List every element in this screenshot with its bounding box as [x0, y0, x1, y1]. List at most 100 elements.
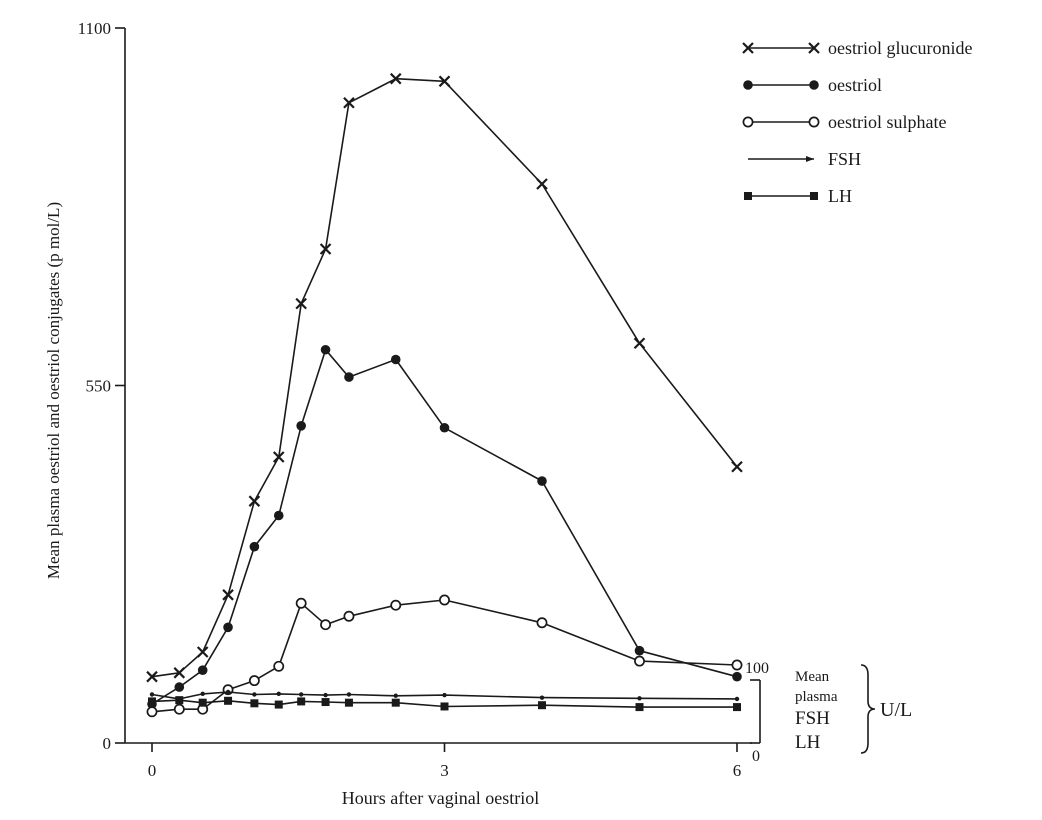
- data-point: [539, 695, 545, 700]
- legend-marker: [742, 116, 754, 128]
- data-point: [296, 421, 306, 431]
- data-point: [343, 610, 355, 622]
- x-tick-label: 6: [733, 761, 742, 780]
- series-line: [151, 348, 738, 705]
- data-point: [224, 696, 233, 705]
- data-point: [272, 451, 285, 463]
- data-point: [225, 689, 231, 695]
- legend-marker: [742, 42, 754, 54]
- data-point: [731, 460, 743, 473]
- data-point: [390, 354, 401, 365]
- secondary-axis-unit: U/L: [880, 699, 912, 721]
- data-point: [634, 655, 645, 667]
- data-point: [295, 597, 307, 609]
- data-point: [197, 665, 208, 675]
- legend-marker: [806, 156, 814, 162]
- data-point: [250, 699, 259, 708]
- data-point: [343, 96, 355, 109]
- data-point: [320, 344, 331, 355]
- data-point: [440, 702, 449, 711]
- data-point: [146, 706, 158, 718]
- x-tick-label: 0: [148, 761, 157, 780]
- data-point: [731, 659, 743, 671]
- legend-marker: [743, 80, 753, 90]
- data-point: [391, 698, 400, 707]
- series-line: [151, 699, 737, 708]
- secondary-axis-label-line: FSH: [795, 708, 830, 729]
- series-line: [151, 77, 738, 678]
- data-point: [276, 691, 281, 697]
- data-point: [536, 617, 548, 629]
- data-point: [389, 72, 402, 85]
- data-point: [438, 75, 451, 88]
- series-oestriol: [147, 344, 742, 709]
- data-point: [173, 667, 186, 679]
- data-point: [393, 693, 398, 698]
- secondary-axis: 100 0 Mean plasma FSH LH U/L: [745, 660, 912, 765]
- legend-marker: [808, 42, 820, 54]
- data-point: [174, 682, 185, 692]
- data-point: [323, 692, 328, 698]
- series-line: [151, 691, 738, 700]
- data-point: [344, 372, 354, 382]
- data-point: [222, 589, 234, 601]
- series-oestriol-sulphate: [146, 594, 743, 718]
- legend-item: oestriol: [743, 75, 882, 95]
- y-tick-label: 0: [103, 734, 112, 753]
- data-point: [635, 703, 644, 712]
- brace: [860, 664, 876, 754]
- data-point: [439, 422, 450, 433]
- data-point: [442, 692, 447, 698]
- data-point: [200, 691, 205, 697]
- data-point: [273, 510, 284, 521]
- data-point: [319, 243, 332, 255]
- x-tick-label: 3: [440, 761, 449, 780]
- legend-marker: [810, 192, 818, 200]
- data-point: [196, 646, 209, 658]
- y-tick-label: 1100: [78, 19, 111, 38]
- legend: oestriol glucuronide oestriol oestriol sul…: [742, 38, 972, 206]
- data-point: [148, 697, 156, 706]
- secondary-axis-label-line: Mean: [795, 669, 830, 685]
- data-point: [732, 671, 742, 682]
- data-point: [733, 703, 741, 712]
- legend-label: oestriol glucuronide: [828, 38, 972, 58]
- secondary-axis-label-line: LH: [795, 732, 821, 753]
- data-point: [295, 297, 307, 310]
- y-axis-label: Mean plasma oestriol and oestriol conjug…: [44, 202, 63, 579]
- series-FSH: [149, 689, 740, 702]
- x-axis-label: Hours after vaginal oestriol: [342, 788, 539, 808]
- data-point: [274, 700, 283, 709]
- data-point: [439, 594, 450, 606]
- data-point: [273, 660, 285, 672]
- secondary-tick-label: 0: [752, 748, 760, 765]
- secondary-axis-label-line: plasma: [795, 689, 838, 705]
- data-point: [634, 645, 645, 656]
- data-point: [734, 696, 740, 702]
- data-point: [198, 698, 207, 707]
- legend-item: oestriol glucuronide: [742, 38, 972, 58]
- data-point: [346, 692, 352, 697]
- data-point: [320, 619, 331, 631]
- series-layer: [146, 72, 743, 718]
- data-point: [223, 622, 233, 633]
- data-point: [537, 476, 547, 486]
- y-tick-label: 550: [86, 377, 112, 396]
- legend-label: oestriol sulphate: [828, 112, 946, 132]
- data-point: [248, 675, 260, 687]
- data-point: [344, 698, 353, 707]
- legend-item: LH: [744, 186, 852, 206]
- axes: 0 550 1100 0 3 6 Hours after vaginal oestriol M…: [44, 19, 752, 808]
- data-point: [175, 696, 184, 705]
- data-point: [298, 692, 304, 697]
- legend-marker: [808, 116, 820, 128]
- series-oestriol-glucuronide: [146, 72, 743, 683]
- secondary-tick-label: 100: [745, 660, 769, 677]
- data-point: [173, 703, 185, 715]
- data-point: [149, 692, 155, 697]
- data-point: [637, 696, 642, 701]
- legend-label: oestriol: [828, 75, 882, 95]
- data-point: [633, 337, 646, 350]
